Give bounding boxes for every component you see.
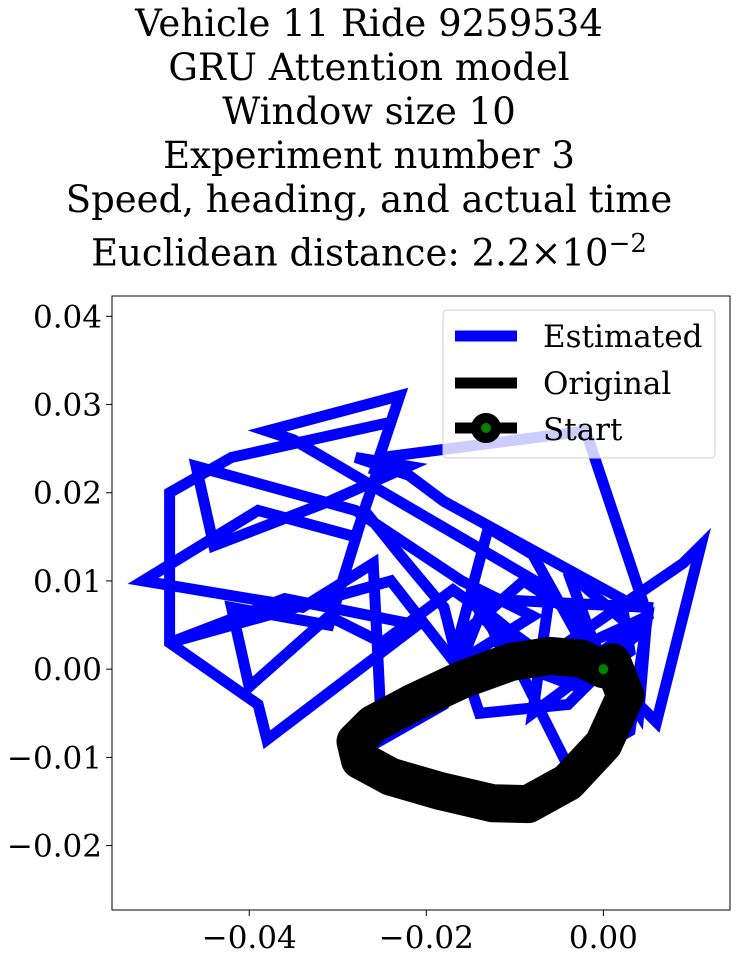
- y-tick-label: −0.01: [7, 740, 102, 776]
- y-tick-label: 0.00: [33, 652, 102, 688]
- distance-prefix: Euclidean distance:: [91, 231, 472, 275]
- legend-start-marker: [471, 413, 501, 443]
- y-tick-label: 0.01: [33, 564, 102, 600]
- x-axis: −0.04 −0.02 0.00: [202, 910, 638, 956]
- distance-times: ×: [530, 231, 562, 275]
- plot-frame: [111, 295, 731, 911]
- title-line-3: Window size 10: [222, 90, 516, 133]
- y-axis: −0.02 −0.01 0.00 0.01 0.02 0.03 0.04: [7, 299, 112, 865]
- distance-mantissa: 2.2: [471, 231, 531, 275]
- original-series-line: [336, 636, 645, 824]
- distance-base: 10: [561, 231, 609, 275]
- title-line-1: Vehicle 11 Ride 9259534: [135, 2, 603, 45]
- legend-estimated-label: Estimated: [543, 319, 702, 355]
- title-line-5: Speed, heading, and actual time: [65, 178, 673, 221]
- legend-box: [442, 309, 716, 459]
- title-line-4: Experiment number 3: [163, 134, 575, 177]
- estimated-series-line: [127, 387, 711, 774]
- x-tick-label: 0.00: [569, 920, 638, 956]
- chart-title: Vehicle 11 Ride 9259534 GRU Attention mo…: [0, 2, 738, 275]
- legend-start-label: Start: [543, 412, 623, 448]
- start-point-marker: [588, 654, 619, 685]
- title-line-distance: Euclidean distance: 2.2×10−2: [0, 222, 738, 275]
- title-line-2: GRU Attention model: [168, 46, 570, 89]
- y-tick-label: −0.02: [7, 829, 102, 865]
- y-tick-label: 0.04: [33, 299, 102, 335]
- y-tick-label: 0.03: [33, 388, 102, 424]
- y-tick-label: 0.02: [33, 476, 102, 512]
- x-tick-label: −0.02: [379, 920, 474, 956]
- legend-original-label: Original: [543, 366, 671, 402]
- legend: Estimated Original Start: [442, 309, 716, 459]
- x-tick-label: −0.04: [202, 920, 297, 956]
- distance-exponent: −2: [608, 229, 647, 259]
